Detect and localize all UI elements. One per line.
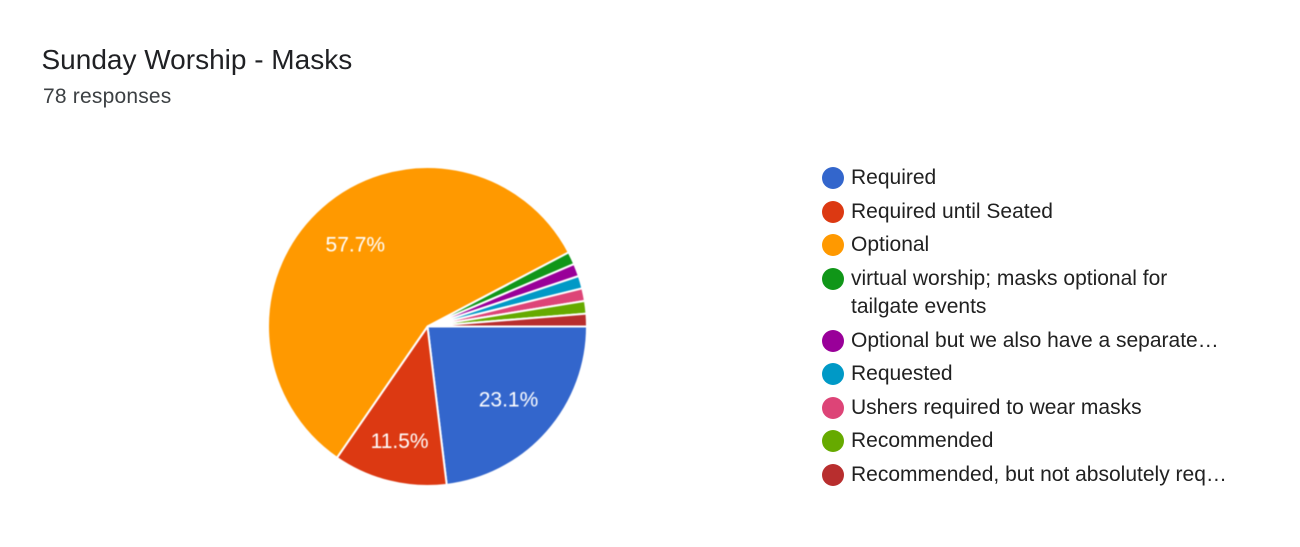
svg-text:11.5%: 11.5% bbox=[371, 430, 429, 453]
svg-text:23.1%: 23.1% bbox=[479, 389, 539, 412]
svg-text:57.7%: 57.7% bbox=[326, 234, 386, 257]
